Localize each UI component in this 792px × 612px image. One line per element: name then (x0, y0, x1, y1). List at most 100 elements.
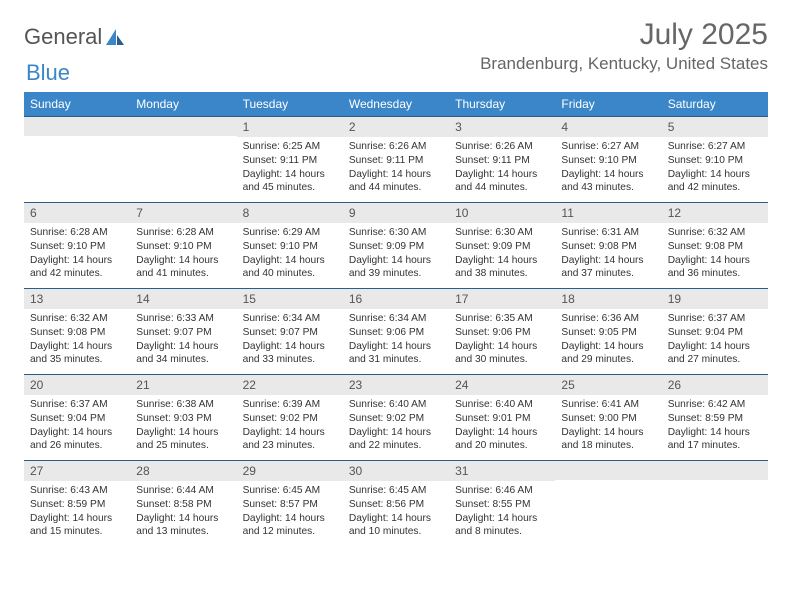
location-text: Brandenburg, Kentucky, United States (480, 54, 768, 74)
sunset-text: Sunset: 9:01 PM (455, 412, 549, 426)
day-number: 8 (237, 203, 343, 223)
sunset-text: Sunset: 9:00 PM (561, 412, 655, 426)
sunrise-text: Sunrise: 6:32 AM (30, 312, 124, 326)
sunset-text: Sunset: 9:05 PM (561, 326, 655, 340)
day-details: Sunrise: 6:27 AMSunset: 9:10 PMDaylight:… (662, 137, 768, 197)
day-number: 12 (662, 203, 768, 223)
calendar-week-row: 1Sunrise: 6:25 AMSunset: 9:11 PMDaylight… (24, 117, 768, 203)
day-details: Sunrise: 6:40 AMSunset: 9:02 PMDaylight:… (343, 395, 449, 455)
day-number: 25 (555, 375, 661, 395)
day-details: Sunrise: 6:28 AMSunset: 9:10 PMDaylight:… (24, 223, 130, 283)
calendar-day-cell: 8Sunrise: 6:29 AMSunset: 9:10 PMDaylight… (237, 203, 343, 289)
weekday-header: Friday (555, 92, 661, 117)
daylight-text: Daylight: 14 hours and 13 minutes. (136, 512, 230, 540)
day-number (555, 461, 661, 480)
sunrise-text: Sunrise: 6:34 AM (243, 312, 337, 326)
day-number: 26 (662, 375, 768, 395)
calendar-table: Sunday Monday Tuesday Wednesday Thursday… (24, 92, 768, 547)
calendar-day-cell: 11Sunrise: 6:31 AMSunset: 9:08 PMDayligh… (555, 203, 661, 289)
calendar-day-cell: 4Sunrise: 6:27 AMSunset: 9:10 PMDaylight… (555, 117, 661, 203)
calendar-day-cell: 12Sunrise: 6:32 AMSunset: 9:08 PMDayligh… (662, 203, 768, 289)
day-details: Sunrise: 6:27 AMSunset: 9:10 PMDaylight:… (555, 137, 661, 197)
day-details: Sunrise: 6:38 AMSunset: 9:03 PMDaylight:… (130, 395, 236, 455)
calendar-day-cell: 24Sunrise: 6:40 AMSunset: 9:01 PMDayligh… (449, 375, 555, 461)
sunrise-text: Sunrise: 6:45 AM (349, 484, 443, 498)
month-title: July 2025 (480, 18, 768, 52)
day-details: Sunrise: 6:28 AMSunset: 9:10 PMDaylight:… (130, 223, 236, 283)
sunrise-text: Sunrise: 6:42 AM (668, 398, 762, 412)
sunset-text: Sunset: 9:02 PM (349, 412, 443, 426)
calendar-week-row: 13Sunrise: 6:32 AMSunset: 9:08 PMDayligh… (24, 289, 768, 375)
sunset-text: Sunset: 9:08 PM (561, 240, 655, 254)
calendar-day-cell: 20Sunrise: 6:37 AMSunset: 9:04 PMDayligh… (24, 375, 130, 461)
sunset-text: Sunset: 9:10 PM (668, 154, 762, 168)
day-details: Sunrise: 6:39 AMSunset: 9:02 PMDaylight:… (237, 395, 343, 455)
daylight-text: Daylight: 14 hours and 39 minutes. (349, 254, 443, 282)
day-details: Sunrise: 6:32 AMSunset: 9:08 PMDaylight:… (662, 223, 768, 283)
calendar-day-cell: 13Sunrise: 6:32 AMSunset: 9:08 PMDayligh… (24, 289, 130, 375)
daylight-text: Daylight: 14 hours and 40 minutes. (243, 254, 337, 282)
daylight-text: Daylight: 14 hours and 45 minutes. (243, 168, 337, 196)
day-details: Sunrise: 6:42 AMSunset: 8:59 PMDaylight:… (662, 395, 768, 455)
sunrise-text: Sunrise: 6:37 AM (30, 398, 124, 412)
daylight-text: Daylight: 14 hours and 35 minutes. (30, 340, 124, 368)
logo-sail-icon (105, 28, 125, 46)
day-details: Sunrise: 6:37 AMSunset: 9:04 PMDaylight:… (662, 309, 768, 369)
sunset-text: Sunset: 8:59 PM (668, 412, 762, 426)
sunrise-text: Sunrise: 6:27 AM (668, 140, 762, 154)
sunrise-text: Sunrise: 6:43 AM (30, 484, 124, 498)
calendar-day-cell: 27Sunrise: 6:43 AMSunset: 8:59 PMDayligh… (24, 461, 130, 547)
sunrise-text: Sunrise: 6:28 AM (136, 226, 230, 240)
day-number: 10 (449, 203, 555, 223)
daylight-text: Daylight: 14 hours and 36 minutes. (668, 254, 762, 282)
calendar-day-cell: 18Sunrise: 6:36 AMSunset: 9:05 PMDayligh… (555, 289, 661, 375)
calendar-day-cell (662, 461, 768, 547)
daylight-text: Daylight: 14 hours and 26 minutes. (30, 426, 124, 454)
calendar-day-cell: 25Sunrise: 6:41 AMSunset: 9:00 PMDayligh… (555, 375, 661, 461)
day-number: 4 (555, 117, 661, 137)
sunset-text: Sunset: 9:11 PM (349, 154, 443, 168)
day-number: 24 (449, 375, 555, 395)
day-details: Sunrise: 6:45 AMSunset: 8:57 PMDaylight:… (237, 481, 343, 541)
sunrise-text: Sunrise: 6:34 AM (349, 312, 443, 326)
daylight-text: Daylight: 14 hours and 23 minutes. (243, 426, 337, 454)
weekday-header: Wednesday (343, 92, 449, 117)
calendar-day-cell: 6Sunrise: 6:28 AMSunset: 9:10 PMDaylight… (24, 203, 130, 289)
day-details: Sunrise: 6:32 AMSunset: 9:08 PMDaylight:… (24, 309, 130, 369)
sunrise-text: Sunrise: 6:26 AM (349, 140, 443, 154)
daylight-text: Daylight: 14 hours and 29 minutes. (561, 340, 655, 368)
daylight-text: Daylight: 14 hours and 34 minutes. (136, 340, 230, 368)
daylight-text: Daylight: 14 hours and 18 minutes. (561, 426, 655, 454)
sunrise-text: Sunrise: 6:30 AM (349, 226, 443, 240)
daylight-text: Daylight: 14 hours and 44 minutes. (455, 168, 549, 196)
calendar-day-cell: 17Sunrise: 6:35 AMSunset: 9:06 PMDayligh… (449, 289, 555, 375)
weekday-header: Monday (130, 92, 236, 117)
day-number: 21 (130, 375, 236, 395)
sunset-text: Sunset: 9:06 PM (455, 326, 549, 340)
day-details: Sunrise: 6:30 AMSunset: 9:09 PMDaylight:… (343, 223, 449, 283)
sunset-text: Sunset: 9:08 PM (668, 240, 762, 254)
sunset-text: Sunset: 9:11 PM (243, 154, 337, 168)
calendar-day-cell: 28Sunrise: 6:44 AMSunset: 8:58 PMDayligh… (130, 461, 236, 547)
sunset-text: Sunset: 9:10 PM (136, 240, 230, 254)
sunset-text: Sunset: 9:08 PM (30, 326, 124, 340)
calendar-week-row: 20Sunrise: 6:37 AMSunset: 9:04 PMDayligh… (24, 375, 768, 461)
calendar-day-cell: 9Sunrise: 6:30 AMSunset: 9:09 PMDaylight… (343, 203, 449, 289)
day-details: Sunrise: 6:34 AMSunset: 9:06 PMDaylight:… (343, 309, 449, 369)
day-number: 28 (130, 461, 236, 481)
sunset-text: Sunset: 9:07 PM (243, 326, 337, 340)
day-number: 23 (343, 375, 449, 395)
day-number (662, 461, 768, 480)
daylight-text: Daylight: 14 hours and 27 minutes. (668, 340, 762, 368)
day-number: 22 (237, 375, 343, 395)
day-details: Sunrise: 6:43 AMSunset: 8:59 PMDaylight:… (24, 481, 130, 541)
daylight-text: Daylight: 14 hours and 25 minutes. (136, 426, 230, 454)
weekday-header: Thursday (449, 92, 555, 117)
day-number (24, 117, 130, 136)
calendar-day-cell: 29Sunrise: 6:45 AMSunset: 8:57 PMDayligh… (237, 461, 343, 547)
day-details: Sunrise: 6:26 AMSunset: 9:11 PMDaylight:… (449, 137, 555, 197)
sunset-text: Sunset: 9:02 PM (243, 412, 337, 426)
day-number: 31 (449, 461, 555, 481)
day-number: 1 (237, 117, 343, 137)
sunset-text: Sunset: 8:55 PM (455, 498, 549, 512)
